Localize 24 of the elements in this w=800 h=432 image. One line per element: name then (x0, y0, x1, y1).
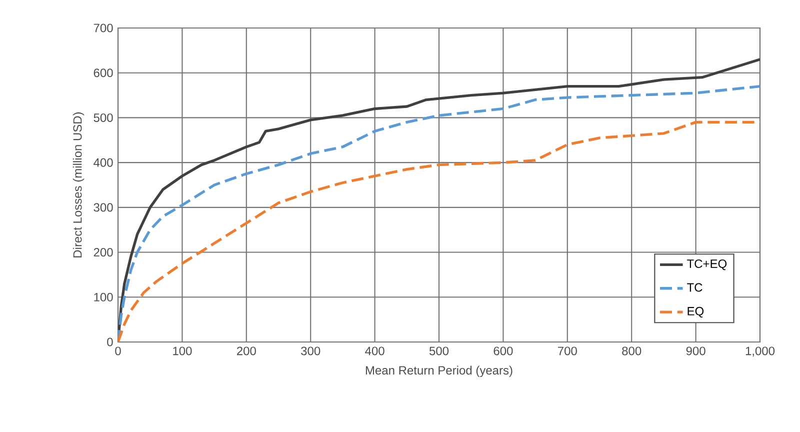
x-tick-label: 0 (115, 346, 121, 356)
y-tick-label: 0 (107, 338, 113, 346)
y-tick-label: 300 (94, 203, 113, 212)
y-tick-label: 200 (94, 248, 113, 257)
x-tick-label: 700 (558, 346, 577, 356)
x-tick-label: 100 (173, 346, 192, 356)
x-tick-label: 200 (237, 346, 256, 356)
y-tick-label: 500 (94, 113, 113, 122)
y-tick-label: 600 (94, 68, 113, 78)
x-tick-label: 800 (622, 346, 642, 356)
y-axis-title: Direct Losses (million USD) (72, 112, 84, 258)
legend-label: EQ (688, 306, 704, 318)
y-tick-label: 100 (94, 292, 113, 302)
x-tick-label: 600 (494, 346, 513, 356)
legend-label: TC+EQ (687, 259, 727, 270)
y-tick-label: 700 (94, 24, 113, 32)
x-tick-label: 900 (686, 346, 706, 356)
x-axis-title: Mean Return Period (years) (366, 366, 512, 377)
legend-label: TC (687, 283, 702, 292)
x-tick-label: 300 (301, 346, 320, 356)
x-tick-label: 500 (429, 346, 449, 356)
y-tick-label: 400 (94, 158, 113, 167)
x-tick-label: 400 (365, 346, 384, 356)
x-tick-label: 1,000 (746, 346, 775, 357)
